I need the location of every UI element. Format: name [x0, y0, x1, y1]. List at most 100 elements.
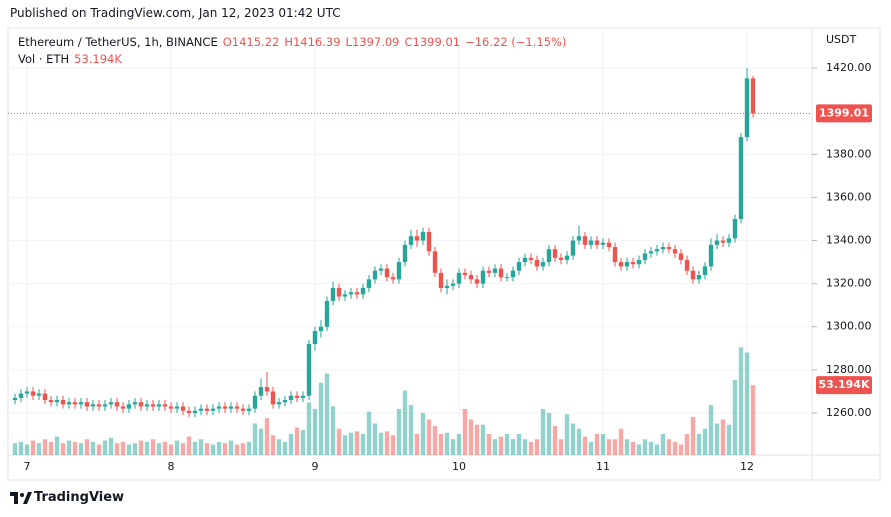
candle-body: [246, 408, 252, 411]
volume-bar: [618, 428, 624, 455]
legend-value: O1415.22: [222, 35, 280, 49]
candle-body: [528, 257, 534, 260]
candle-body: [540, 262, 546, 267]
y-tick-label: 1420.00: [826, 61, 872, 74]
volume-bar: [510, 439, 516, 455]
candle-body: [360, 287, 366, 295]
candle-body: [126, 404, 132, 409]
volume-bar: [240, 443, 246, 455]
y-axis-label: USDT: [826, 33, 857, 46]
candle-body: [354, 292, 360, 295]
volume-tag: [816, 376, 872, 395]
volume-bar: [228, 440, 234, 455]
volume-bar: [570, 423, 576, 455]
candle-body: [402, 244, 408, 263]
candle-body: [204, 408, 210, 411]
candle-body: [30, 391, 36, 396]
candle-body: [474, 279, 480, 284]
published-note: Published on TradingView.com, Jan 12, 20…: [10, 6, 341, 20]
candle-body: [732, 218, 738, 239]
candle-body: [330, 287, 336, 301]
candle-body: [12, 397, 18, 401]
volume-bar: [102, 440, 108, 455]
candle-body: [510, 270, 516, 278]
candle-body: [84, 402, 90, 407]
legend-volume-value: 53.194K: [74, 52, 122, 66]
volume-bar: [750, 385, 756, 455]
candle-body: [18, 393, 24, 398]
volume-bar: [474, 424, 480, 455]
volume-bar: [594, 433, 600, 455]
candle-body: [312, 331, 318, 344]
y-tick-label: 1300.00: [826, 320, 872, 333]
volume-bar: [180, 443, 186, 455]
volume-bar: [450, 439, 456, 455]
volume-bars: [12, 347, 756, 455]
x-tick-label: 12: [740, 460, 754, 473]
volume-bar: [648, 441, 654, 455]
candle-body: [168, 406, 174, 409]
volume-bar: [318, 382, 324, 455]
volume-bar: [588, 441, 594, 455]
volume-bar: [360, 433, 366, 455]
volume-bar: [66, 440, 72, 455]
candle-body: [366, 279, 372, 288]
candle-body: [390, 277, 396, 280]
candle-body: [672, 249, 678, 254]
legend: Ethereum / TetherUS, 1h, BINANCE O1415.22…: [18, 34, 576, 68]
candle-body: [654, 249, 660, 252]
candle-body: [276, 402, 282, 405]
volume-tag-label: 53.194K: [819, 378, 870, 391]
footer-brand: TradingView: [34, 490, 125, 505]
volume-bar: [744, 352, 750, 455]
volume-bar: [654, 444, 660, 455]
x-tick-label: 8: [168, 460, 175, 473]
volume-bar: [300, 430, 306, 455]
candle-body: [714, 240, 720, 245]
volume-bar: [312, 409, 318, 455]
volume-bar: [696, 433, 702, 455]
candle-body: [744, 78, 750, 138]
volume-bar: [534, 439, 540, 455]
volume-bar: [48, 441, 54, 455]
candle-body: [336, 287, 342, 297]
volume-bar: [552, 426, 558, 455]
candle-body: [720, 240, 726, 243]
volume-bar: [558, 439, 564, 455]
candle-body: [576, 236, 582, 241]
candle-body: [564, 255, 570, 260]
candle-body: [750, 78, 756, 114]
volume-bar: [84, 439, 90, 455]
legend-value: L1397.09: [345, 35, 400, 49]
volume-bar: [30, 440, 36, 455]
candle-body: [138, 402, 144, 407]
volume-bar: [732, 380, 738, 455]
volume-bar: [216, 441, 222, 455]
x-tick-label: 9: [312, 460, 319, 473]
candle-body: [588, 240, 594, 245]
candle-body: [396, 262, 402, 280]
candle-body: [426, 231, 432, 252]
candle-body: [282, 400, 288, 403]
volume-bar: [270, 435, 276, 455]
candle-body: [678, 253, 684, 260]
candle-body: [552, 249, 558, 258]
volume-bar: [246, 441, 252, 455]
volume-bar: [432, 426, 438, 455]
volume-bar: [708, 405, 714, 455]
volume-bar: [12, 443, 18, 455]
volume-bar: [204, 443, 210, 455]
candle-body: [600, 242, 606, 245]
volume-bar: [162, 441, 168, 455]
legend-volume-name: Vol · ETH: [18, 52, 70, 66]
volume-bar: [144, 441, 150, 455]
candle-body: [630, 262, 636, 265]
x-tick-label: 10: [452, 460, 466, 473]
candle-body: [534, 259, 540, 267]
volume-bar: [396, 409, 402, 455]
last-price-label: 1399.01: [819, 106, 869, 119]
candle-body: [60, 400, 66, 405]
candle-body: [636, 259, 642, 265]
volume-bar: [354, 431, 360, 455]
candle-body: [660, 246, 666, 250]
